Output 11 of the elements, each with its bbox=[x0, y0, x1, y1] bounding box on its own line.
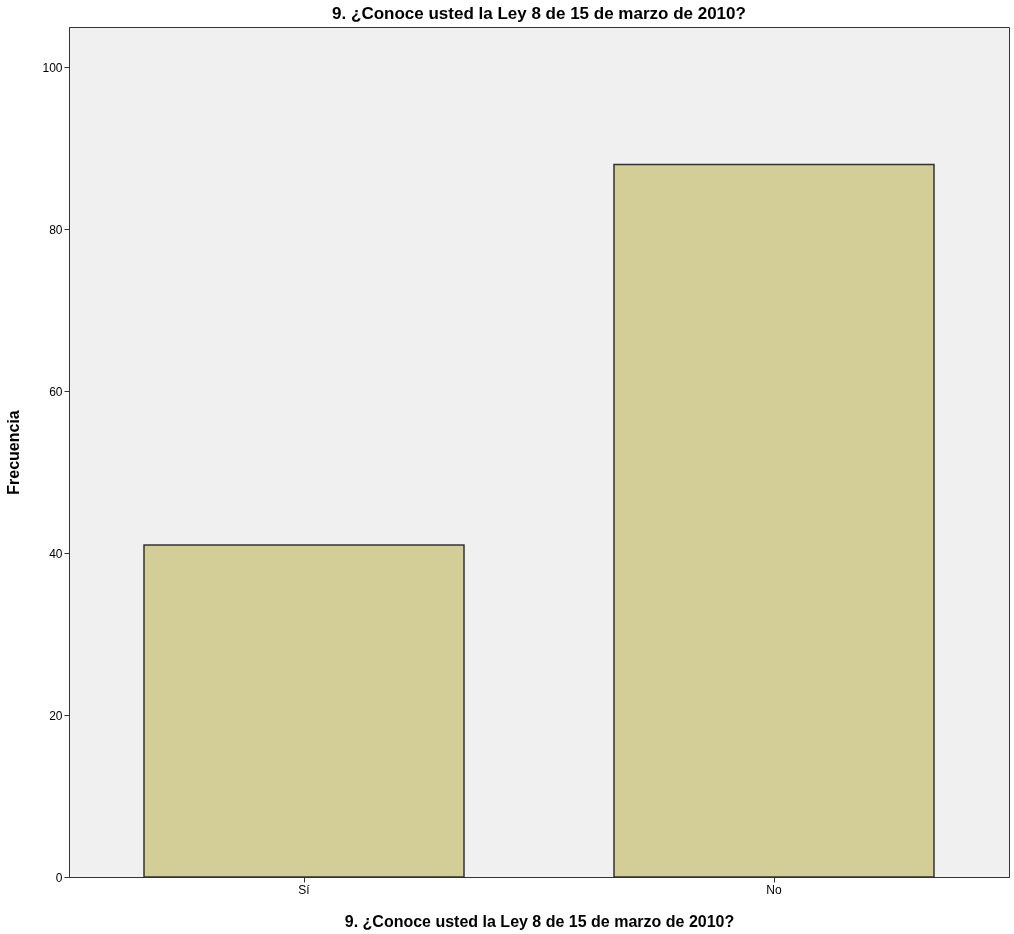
y-tick-label: 100 bbox=[42, 60, 63, 75]
y-axis-title: Frecuencia bbox=[5, 410, 23, 495]
y-tick-label: 20 bbox=[49, 708, 63, 723]
y-tick-label: 40 bbox=[49, 546, 63, 561]
x-axis-title: 9. ¿Conoce usted la Ley 8 de 15 de marzo de 2010? bbox=[344, 912, 735, 930]
y-tick-label: 0 bbox=[55, 870, 63, 885]
y-tick-label: 60 bbox=[49, 384, 63, 399]
x-tick-label: No bbox=[766, 882, 782, 897]
y-tick-label: 80 bbox=[49, 222, 63, 237]
x-tick-label: Sí bbox=[298, 882, 311, 897]
chart-title: 9. ¿Conoce usted la Ley 8 de 15 de marzo de 2010? bbox=[332, 4, 746, 23]
